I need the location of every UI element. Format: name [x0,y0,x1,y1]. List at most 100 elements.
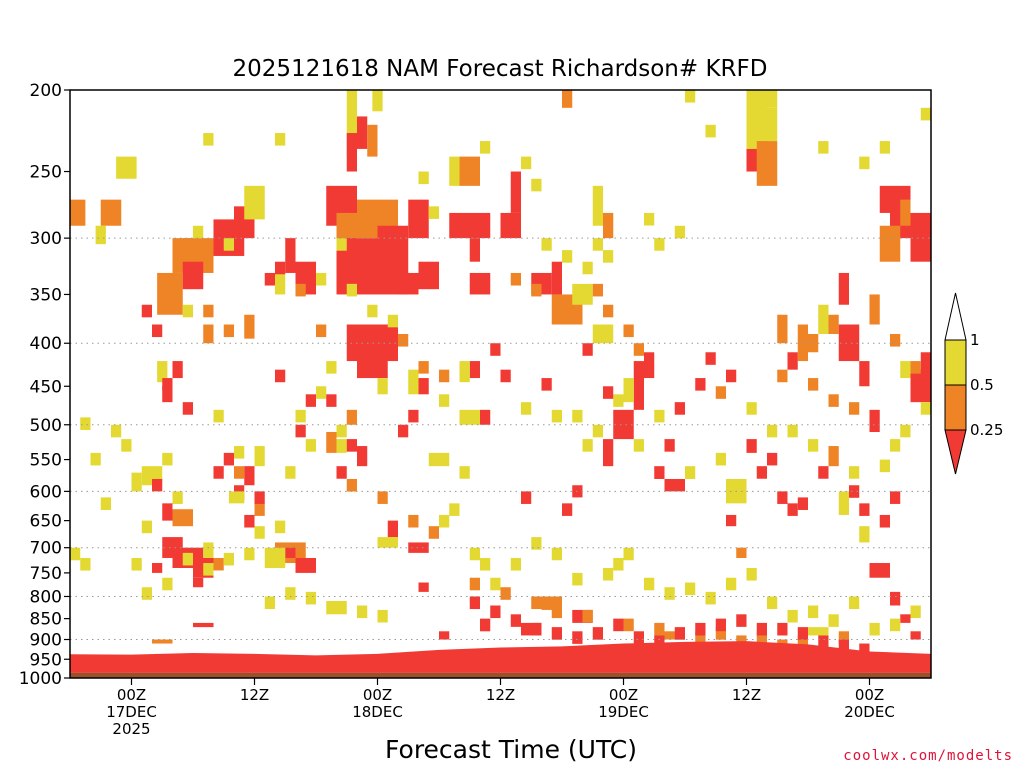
ri-cell [141,587,152,600]
ri-cell [869,294,880,325]
ri-cell [531,622,542,636]
ri-cell [264,272,275,286]
ri-cell [756,631,767,644]
ri-cell [654,466,665,479]
ri-cell [654,635,665,648]
ri-cell [223,324,234,338]
ri-cell [521,402,532,415]
ri-cell [326,394,337,407]
ri-cell [387,314,398,328]
ri-cell [305,439,316,452]
ri-cell [141,520,152,534]
y-axis-ticks: 200 250 300 350 400 450 500 550 600 650 700 750 800 8… [19,81,70,689]
ri-cell [131,557,142,571]
ri-cell [818,141,829,154]
ri-cell [510,171,521,213]
ri-cell [326,601,347,615]
x-tick-label: 12Z [486,686,515,704]
y-tick-label: 550 [30,451,62,471]
ri-cell [346,283,357,297]
ri-cell [223,552,234,566]
ri-cell [80,417,91,430]
ri-cell [838,491,849,515]
ri-cell [900,199,911,226]
ri-cell [787,352,798,370]
ri-cell [654,409,665,423]
ri-cell [162,386,173,403]
ri-cell [879,141,890,154]
ri-cell [346,133,357,172]
legend-label-0-5: 0.5 [970,376,994,394]
y-tick-label: 300 [30,229,62,249]
ri-cell [869,409,880,432]
ri-cell [254,491,265,504]
ri-cell [920,402,931,415]
ri-cell [316,272,327,286]
ri-cell [157,361,168,383]
ri-cell [613,394,624,407]
ri-cell [777,369,788,383]
ri-cell [623,618,634,632]
ri-cell [244,547,255,561]
ri-cell [469,272,491,295]
ri-cell [357,446,368,467]
ri-cell [808,627,829,636]
ri-cell [398,272,419,295]
ri-cell [254,446,265,467]
y-tick-label: 900 [30,631,62,651]
ri-cell [162,577,173,591]
ri-cell [592,324,614,344]
ri-cell [157,272,183,315]
ri-cell [172,491,183,504]
ri-cell [931,601,941,614]
ri-cell [285,466,296,479]
ri-cell [633,439,644,452]
ri-cell [818,304,829,334]
ri-cell [849,485,860,498]
ri-cell [633,631,644,644]
ri-cell [582,343,593,356]
ri-cell [931,157,941,170]
chart-title: 2025121618 NAM Forecast Richardson# KRFD [233,56,768,82]
ri-cell [100,497,111,510]
ri-cell [685,466,696,479]
ri-cell [182,304,193,318]
ri-cell [756,622,767,636]
ri-cell [213,409,224,423]
ri-cell [551,605,562,619]
x-tick-label: 12Z [732,686,761,704]
ri-cell [449,503,460,516]
ri-cell [480,618,491,632]
ri-cell [357,605,368,619]
ri-cell [490,577,501,591]
ri-cell [910,361,921,374]
ri-cell [408,409,419,423]
ri-cell [228,491,245,504]
ri-cell [152,563,163,573]
credit-link[interactable]: coolwx.com/modelts [843,748,1013,764]
ri-cell [469,577,480,591]
ri-cell [756,141,778,186]
ri-cell [808,605,819,619]
ri-cell [623,324,634,338]
ri-cell [582,261,593,275]
ri-cell [152,324,163,338]
x-tick-label: 2025 [112,720,150,738]
ground-below-surface [70,672,931,678]
ri-cell [551,547,562,561]
ri-cell [346,478,357,492]
ri-cell [377,537,398,548]
ri-cell [305,394,316,407]
ri-cell [336,439,347,453]
ri-cell [275,520,286,534]
ri-cell [685,582,696,596]
x-tick-label: 12Z [240,686,269,704]
ri-cell [162,378,173,391]
ri-cell [674,225,685,239]
ri-cell [500,587,511,600]
ri-cell [787,424,798,438]
ri-cell [449,212,491,239]
ri-cell [111,424,122,438]
y-tick-label: 450 [30,377,62,397]
